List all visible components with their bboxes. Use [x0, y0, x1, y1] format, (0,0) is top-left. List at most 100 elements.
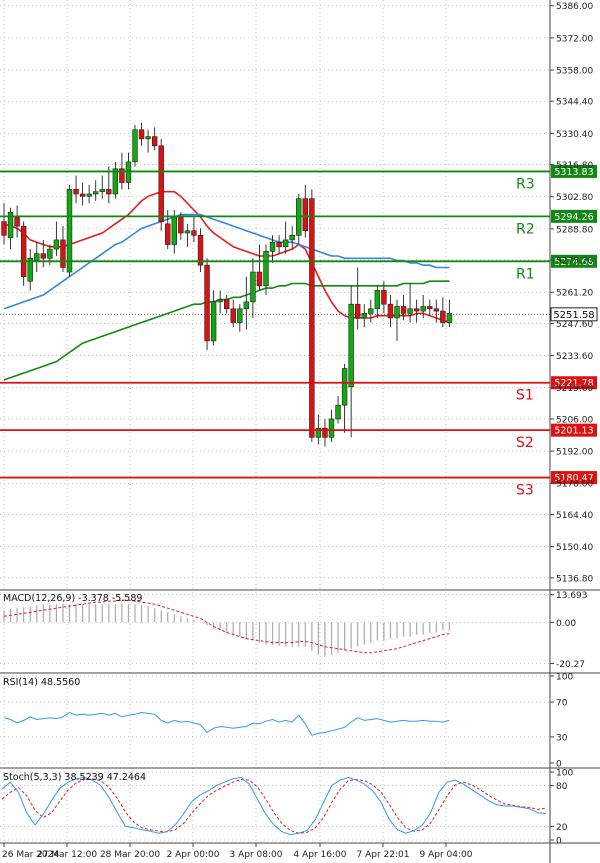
candle: [79, 182, 86, 206]
price-tick-label: 5150.40: [556, 543, 593, 553]
candle: [394, 299, 400, 341]
candle: [66, 184, 73, 277]
pivot-level-name: S1: [516, 388, 534, 404]
stoch-panel: 100 80 20 0 Stoch(5,3,3) 38.5239 47.2464: [0, 769, 573, 847]
price-tick-label: 5247.60: [556, 320, 593, 330]
candle: [282, 221, 289, 254]
pivot-level-s1: S1 5221.78: [0, 376, 597, 404]
pivot-level-name: R3: [516, 176, 535, 192]
current-price-box: [550, 307, 598, 322]
pivot-level-name: S2: [516, 435, 534, 451]
pivot-level-value: 5313.83: [554, 167, 593, 178]
pivot-level-value: 5180.47: [554, 473, 593, 484]
candle: [413, 299, 420, 323]
candle: [20, 221, 27, 286]
candle: [427, 299, 433, 316]
candle: [433, 299, 439, 323]
stoch-tick-label: 100: [556, 769, 573, 779]
candle: [40, 239, 47, 268]
price-tick-label: 5288.80: [556, 225, 593, 235]
macd-panel: 13.693 0.00 -20.27 MACD(12,26,9) -3.378 -5…: [0, 591, 588, 670]
candle: [348, 285, 354, 438]
candle: [93, 180, 99, 201]
stoch-d-line: [1, 778, 547, 834]
time-tick-label: 28 Mar 20:00: [100, 850, 160, 860]
time-tick-label: 26 Mar 2024: [2, 850, 59, 860]
stoch-tick-label: 80: [556, 782, 568, 792]
pivot-level-box: [551, 471, 597, 485]
candle: [368, 299, 374, 323]
price-tick-label: 5219.60: [556, 384, 593, 394]
candle: [145, 129, 151, 153]
candle: [263, 244, 269, 295]
candle: [158, 138, 164, 231]
pivot-level-name: S3: [516, 483, 534, 499]
price-tick-label: 5233.60: [556, 352, 593, 362]
macd-signal-line: [3, 599, 450, 654]
candle: [7, 207, 14, 250]
pivot-level-value: 5201.13: [554, 426, 593, 437]
time-tick-label: 2 Apr 00:00: [167, 850, 220, 860]
price-tick-label: 5136.80: [556, 574, 593, 584]
candle: [243, 276, 250, 330]
candle: [361, 304, 367, 328]
moving-average-line: [3, 213, 450, 310]
pivot-level-value: 5294.26: [554, 212, 593, 223]
macd-axis: 13.693 0.00 -20.27: [550, 591, 588, 670]
stoch-k-line: [1, 776, 547, 836]
candle: [322, 418, 328, 447]
candle: [27, 249, 33, 291]
candle: [73, 175, 79, 204]
price-tick-label: 5372.00: [556, 34, 593, 44]
candle: [86, 184, 92, 204]
candle: [446, 299, 453, 328]
rsi-tick-label: 0: [556, 760, 562, 770]
price-grid: [0, 0, 550, 843]
pivot-level-box: [551, 164, 597, 178]
macd-tick-label: 13.693: [556, 591, 588, 601]
pivot-level-r3: R3 5313.83: [0, 164, 597, 192]
macd-label: MACD(12,26,9) -3.378 -5.589: [3, 593, 142, 604]
candle: [224, 295, 230, 314]
candle: [374, 285, 381, 318]
macd-tick-label: -20.27: [556, 660, 585, 670]
candle: [335, 396, 341, 424]
moving-average-line: [3, 190, 450, 324]
pivot-level-box: [551, 209, 597, 223]
pivot-level-name: R1: [516, 266, 535, 282]
stoch-tick-label: 0: [556, 837, 562, 847]
stoch-axis: 100 80 20 0: [550, 769, 573, 847]
candle: [132, 125, 138, 167]
pivot-level-s3: S3 5180.47: [0, 471, 597, 499]
candle: [138, 122, 145, 146]
price-panel: R3 5313.83 R2 5294.26 R1 5274.68 S1 5221.78 S2 52…: [0, 0, 598, 843]
price-tick-label: 5206.00: [556, 415, 593, 425]
price-tick-label: 5192.00: [556, 448, 593, 458]
price-tick-label: 5302.80: [556, 193, 593, 203]
pivot-levels: R3 5313.83 R2 5294.26 R1 5274.68 S1 5221.78 S2 52…: [0, 164, 597, 499]
candle: [204, 258, 210, 351]
candle: [237, 304, 243, 332]
price-tick-label: 5386.00: [556, 2, 593, 12]
candle: [191, 216, 197, 243]
time-tick-label: 4 Apr 16:00: [294, 850, 347, 860]
candle: [309, 189, 315, 442]
price-axis: 5386.00 5372.00 5358.00 5344.40 5330.40 5316.…: [550, 2, 593, 584]
candle: [184, 223, 191, 247]
candle: [230, 299, 236, 328]
candle: [60, 226, 66, 273]
pivot-level-box: [551, 376, 597, 390]
price-tick-label: 5164.40: [556, 511, 593, 521]
rsi-tick-label: 30: [556, 733, 568, 743]
rsi-tick-label: 70: [556, 699, 568, 709]
time-tick-label: 3 Apr 08:00: [230, 850, 283, 860]
pivot-level-s2: S2 5201.13: [0, 423, 597, 451]
candle: [106, 166, 112, 204]
pivot-level-r1: R1 5274.68: [0, 254, 597, 282]
candle: [210, 290, 217, 346]
candle: [112, 161, 119, 199]
candle: [440, 297, 446, 328]
